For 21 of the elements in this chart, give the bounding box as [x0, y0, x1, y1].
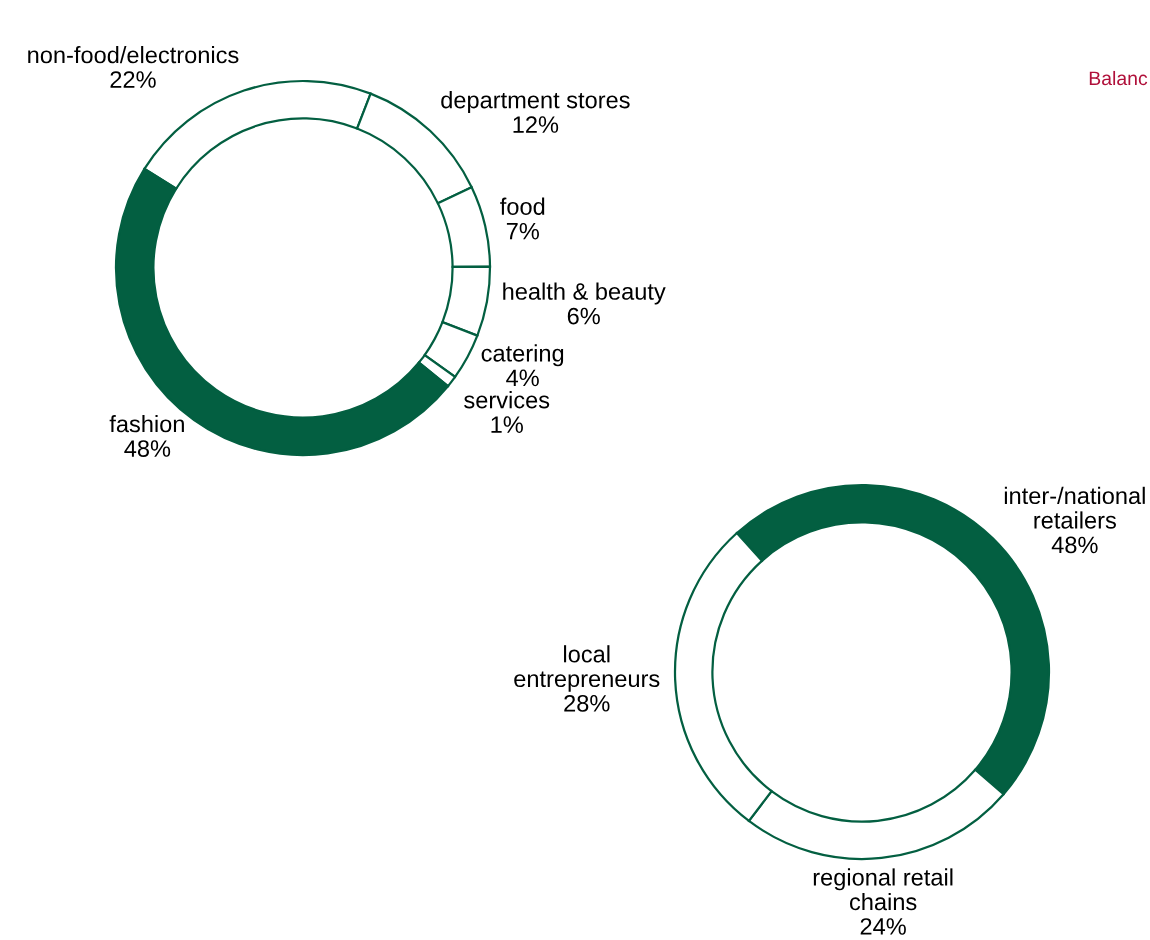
slice-label: non-food/electronics — [28, 45, 239, 64]
slice-label: health & beauty — [503, 282, 666, 305]
data-label: 28% — [564, 694, 610, 712]
data-label: 6% — [567, 307, 600, 325]
data-label: 1% — [491, 416, 523, 433]
slice-label: department stores — [441, 91, 630, 114]
data-label: 24% — [860, 918, 906, 935]
data-label: 48% — [124, 440, 171, 457]
data-label: 7% — [506, 222, 539, 240]
slice-label: inter-/national retailers — [1004, 486, 1145, 529]
data-label: 4% — [506, 369, 539, 387]
data-label: 22% — [110, 71, 156, 88]
slice-label: catering — [481, 344, 564, 367]
slice-label: food — [500, 197, 545, 215]
slice-label: local entrepreneurs — [514, 645, 660, 692]
slice-label: services — [464, 391, 550, 409]
slice-label: regional retail chains — [813, 868, 953, 911]
data-label: 48% — [1051, 536, 1098, 554]
data-label: 12% — [513, 116, 559, 133]
text: Balanc — [1089, 70, 1148, 86]
slice-label: fashion — [109, 415, 184, 433]
